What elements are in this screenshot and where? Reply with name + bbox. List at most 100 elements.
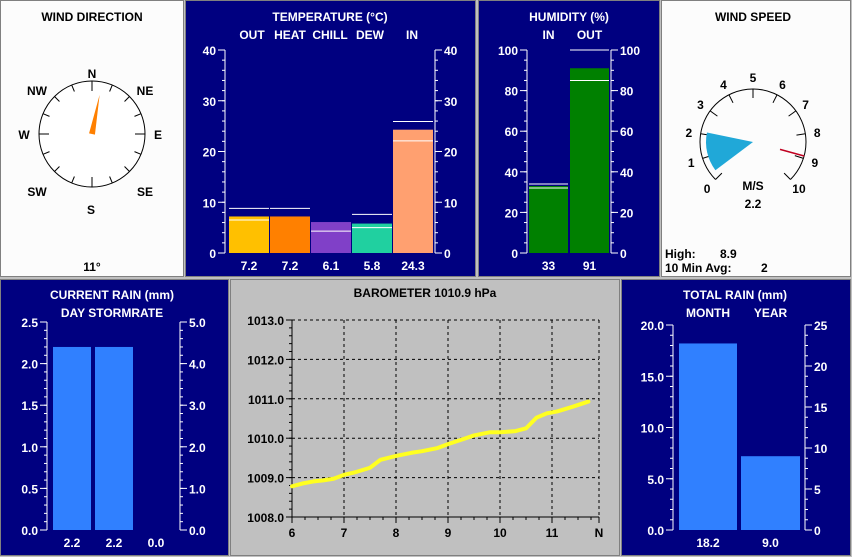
gauge-tick <box>783 172 791 180</box>
bar-value-label: 2.2 <box>106 536 123 550</box>
bar-value-label: 33 <box>542 259 556 273</box>
current-rain-subtitle: DAY STORMRATE <box>61 306 163 320</box>
y2-tick-label: 20 <box>814 360 828 374</box>
x-tick-label: N <box>595 526 604 540</box>
y2-tick-label: 10 <box>444 196 458 210</box>
compass-label-n: N <box>88 67 97 81</box>
wind-speed-wedge <box>705 132 753 171</box>
y2-tick-label: 40 <box>620 166 634 180</box>
y2-tick-label: 100 <box>620 44 640 58</box>
bar-category-label: OUT <box>239 28 265 42</box>
barometer-chart: 1008.0 1009.0 1010.0 1011.0 1012.0 1013.0 6 7 8 9… <box>247 314 603 540</box>
y-tick-label: 40 <box>505 166 519 180</box>
compass-tick <box>42 113 50 117</box>
compass-tick <box>54 166 60 172</box>
y-tick-label: 1009.0 <box>247 472 284 486</box>
y-tick-label: 0.0 <box>21 524 38 538</box>
gauge-tick <box>728 94 734 104</box>
barometer-data-point <box>394 454 398 458</box>
wind-speed-unit: M/S <box>742 179 763 193</box>
y2-tick-label: 10 <box>814 442 828 456</box>
compass-label-s: S <box>87 203 95 217</box>
y-tick-label: 1008.0 <box>247 511 284 525</box>
barometer-data-point <box>410 451 414 455</box>
gauge-tick <box>709 110 718 117</box>
y-tick-label: 15.0 <box>641 370 665 384</box>
gauge-scale-label: 4 <box>720 78 727 92</box>
bar-value-label: 6.1 <box>323 259 340 273</box>
compass: N NE E SE S SW W NW <box>18 67 162 217</box>
y2-tick-label: 0 <box>444 247 451 261</box>
y2-tick-label: 0 <box>814 524 821 538</box>
bar-value-label: 7.2 <box>282 259 299 273</box>
y2-tick-label: 30 <box>444 95 458 109</box>
humidity-chart: 0 20 40 60 80 100 0 20 40 60 80 100 33 IN 91 OUT <box>498 28 640 273</box>
barometer-data-point <box>571 405 575 409</box>
barometer-data-point <box>290 484 294 488</box>
gauge-scale-label: 0 <box>704 182 711 196</box>
bar-category-label: MONTH <box>686 306 730 320</box>
bar-category-label: HEAT <box>274 28 306 42</box>
gauge-scale-label: 3 <box>697 98 704 112</box>
compass-label-w: W <box>18 128 30 142</box>
bar-category-label: OUT <box>577 28 603 42</box>
barometer-data-point <box>462 437 466 441</box>
barometer-data-point <box>368 466 372 470</box>
y2-tick-label: 3.0 <box>189 399 206 413</box>
bar-category-label: IN <box>406 28 418 42</box>
bar-heat <box>270 216 310 253</box>
y-tick-label: 30 <box>203 95 217 109</box>
y-tick-label: 0.0 <box>647 524 664 538</box>
bar-in <box>529 186 568 253</box>
gauge-tick <box>772 94 778 104</box>
gauge-tick <box>794 155 804 159</box>
gauge-scale-label: 5 <box>750 71 757 85</box>
barometer-data-point <box>332 477 336 481</box>
gauge-scale-label: 7 <box>802 98 809 112</box>
bar-dew <box>352 223 392 253</box>
bar-value-label: 91 <box>583 259 597 273</box>
bar-value-label: 7.2 <box>241 259 258 273</box>
y2-tick-label: 1.0 <box>189 482 206 496</box>
y-tick-label: 60 <box>505 125 519 139</box>
y2-tick-label: 0 <box>620 247 627 261</box>
wind-speed-panel <box>661 0 851 277</box>
barometer-data-point <box>342 473 346 477</box>
wind-speed-high-value: 8.9 <box>720 247 737 261</box>
compass-label-ne: NE <box>137 84 154 98</box>
x-tick-label: 8 <box>393 526 400 540</box>
barometer-data-point <box>352 470 356 474</box>
y-tick-label: 2.5 <box>21 316 38 330</box>
compass-tick <box>42 151 50 155</box>
y-tick-label: 0.5 <box>21 482 38 496</box>
barometer-data-point <box>436 446 440 450</box>
current-rain-title: CURRENT RAIN (mm) <box>50 288 174 302</box>
bar-value-label: 24.3 <box>401 259 425 273</box>
compass-label-se: SE <box>137 185 153 199</box>
barometer-data-point <box>311 480 315 484</box>
gauge-scale-label: 9 <box>811 156 818 170</box>
temperature-chart: 0 10 20 30 40 0 10 20 30 40 7.2 OUT 7.2 HEAT 6.1 CHILL 5… <box>203 28 458 273</box>
bar-storm <box>95 346 133 530</box>
y-tick-label: 10.0 <box>641 422 665 436</box>
x-tick-label: 10 <box>493 526 507 540</box>
y-tick-label: 1010.0 <box>247 432 284 446</box>
y2-tick-label: 20 <box>620 206 634 220</box>
y2-tick-label: 5.0 <box>189 316 206 330</box>
wind-speed-high-marker <box>779 148 805 157</box>
bar-year <box>741 456 800 530</box>
barometer-data-point <box>524 426 528 430</box>
wind-direction-needle <box>89 94 100 135</box>
compass-tick <box>134 151 142 155</box>
y2-tick-label: 4.0 <box>189 358 206 372</box>
x-tick-label: 9 <box>445 526 452 540</box>
barometer-data-point <box>300 482 304 486</box>
barometer-data-point <box>545 411 549 415</box>
y2-tick-label: 25 <box>814 319 828 333</box>
y2-tick-label: 20 <box>444 146 458 160</box>
y2-tick-label: 80 <box>620 85 634 99</box>
total-rain-title: TOTAL RAIN (mm) <box>683 288 787 302</box>
